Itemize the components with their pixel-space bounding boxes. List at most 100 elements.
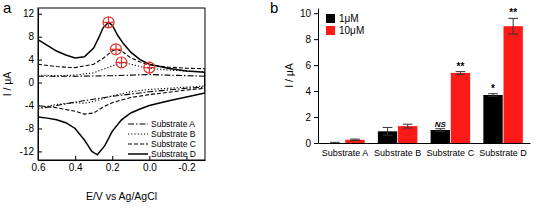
peak-marker-v (121, 57, 122, 68)
x-axis-b: Substrate A Substrate B Substrate C Substra… (319, 143, 531, 158)
y-axis-title-b: I / μA (283, 63, 295, 88)
y-axis-b: 0 2 4 6 8 10 (300, 8, 319, 149)
legend-swatch (326, 26, 335, 35)
peak-marker-circle (103, 17, 114, 28)
legend-label: Substrate B (151, 129, 196, 139)
y-axis-a-tick-label: -4 (25, 100, 34, 111)
legend-b: 1μM10μM (326, 13, 364, 36)
bar (504, 26, 523, 143)
legend-label: 10μM (339, 25, 364, 36)
error-bar (350, 139, 360, 140)
x-axis-b-tick: Substrate C (427, 143, 475, 158)
y-axis-b-tick: 8 (305, 34, 318, 45)
peak-marker (144, 62, 155, 73)
peak-marker-circle (116, 57, 127, 68)
bar (345, 140, 364, 143)
legend-swatch (326, 14, 335, 23)
error-bar-cap (435, 131, 445, 132)
y-axis-b-tick-label: 0 (305, 138, 311, 149)
error-bar-stem (513, 18, 514, 34)
x-axis-a-tick: 0.2 (106, 156, 120, 173)
error-bar-cap (330, 142, 340, 143)
legend-label: Substrate D (151, 149, 196, 159)
y-axis-b-tick-mark (314, 117, 318, 118)
y-axis-b-tick: 10 (300, 8, 318, 19)
y-axis-a-tick-label: 0 (28, 77, 34, 88)
x-axis-b-tick: Substrate B (374, 143, 421, 158)
y-axis-b-line (318, 9, 319, 144)
legend-label: 1μM (339, 13, 359, 24)
x-axis-b-tick: Substrate D (479, 143, 527, 158)
y-axis-title-a: I / μA (1, 72, 13, 97)
y-axis-b-tick-mark (314, 65, 318, 66)
y-axis-b-tick-label: 10 (300, 8, 312, 19)
figure: 0.60.40.20.0-0.2-12-8-404812Substrate AS… (0, 0, 536, 211)
error-bar (488, 94, 498, 97)
x-axis-b-tick-label: Substrate A (322, 148, 369, 158)
legend-line (128, 133, 148, 134)
x-axis-b-tick-label: Substrate C (427, 148, 475, 158)
y-axis-a-tick-mark (38, 14, 42, 15)
y-axis-a-tick: 4 (28, 54, 42, 65)
x-axis-title-a: E/V vs Ag/AgCl (86, 190, 157, 202)
significance-label: ** (457, 61, 465, 72)
x-axis-b-tick-label: Substrate B (374, 148, 421, 158)
legend-line (128, 143, 148, 144)
error-bar (383, 127, 393, 135)
y-axis-b-tick-label: 6 (305, 60, 311, 71)
bar (483, 95, 502, 143)
y-axis-b-tick-mark (314, 91, 318, 92)
y-axis-b-tick-label: 4 (305, 86, 311, 97)
y-axis-b-tick: 4 (305, 86, 318, 97)
error-bar-cap (383, 127, 393, 128)
y-axis-a-tick-mark (38, 128, 42, 129)
error-bar-cap (488, 96, 498, 97)
bar (398, 126, 417, 143)
peak-marker-circle (110, 44, 121, 55)
legend-label: Substrate A (151, 119, 195, 129)
cv-curve (38, 75, 205, 109)
y-axis-b-tick: 0 (305, 138, 318, 149)
panel-label-a: a (3, 0, 12, 16)
x-axis-a-tick-label: 0.2 (106, 162, 120, 173)
x-axis-a-tick-label: -0.2 (178, 162, 196, 173)
y-axis-b-tick-mark (314, 13, 318, 14)
error-bar (330, 142, 340, 143)
x-axis-a-tick-label: 0.4 (69, 162, 83, 173)
legend-a: Substrate ASubstrate BSubstrate CSubstra… (128, 119, 196, 159)
y-axis-b-tick-label: 8 (305, 34, 311, 45)
error-bar-cap (350, 140, 360, 141)
x-axis-b-tick-label: Substrate D (479, 148, 527, 158)
y-axis-a-tick-label: 4 (28, 54, 34, 65)
error-bar (403, 124, 413, 128)
panel-label-b: b (270, 0, 278, 16)
error-bar-cap (383, 135, 393, 136)
cv-curve (38, 49, 205, 114)
x-axis-a-tick-mark (112, 156, 113, 160)
y-axis-a-tick-label: 8 (28, 31, 34, 42)
y-axis-a-tick: 0 (28, 77, 42, 88)
peak-marker-v (149, 62, 150, 73)
bar (451, 73, 470, 143)
bar (431, 130, 450, 143)
y-axis-a-tick-mark (38, 151, 42, 152)
y-axis-a-tick: -12 (20, 146, 42, 157)
peak-marker-circle (144, 62, 155, 73)
y-axis-a-tick-label: 12 (23, 8, 35, 19)
error-bar-stem (387, 127, 388, 135)
significance-label: * (491, 83, 495, 94)
x-axis-a-tick-mark (75, 156, 76, 160)
y-axis-b-tick-label: 2 (305, 112, 311, 123)
y-axis-a-tick-label: -12 (20, 146, 35, 157)
x-axis-b-line (319, 143, 531, 144)
x-axis-b-tick: Substrate A (322, 143, 369, 158)
error-bar-cap (403, 128, 413, 129)
y-axis-b-tick: 6 (305, 60, 318, 71)
plot-area-b (330, 18, 523, 143)
legend-line (128, 153, 148, 155)
error-bar (456, 72, 466, 75)
y-axis-a-tick: -8 (25, 123, 42, 134)
x-axis-a-tick: 0.4 (69, 156, 83, 173)
y-axis-a-tick-label: -8 (25, 123, 34, 134)
x-axis-a-tick-label: 0.6 (32, 162, 46, 173)
